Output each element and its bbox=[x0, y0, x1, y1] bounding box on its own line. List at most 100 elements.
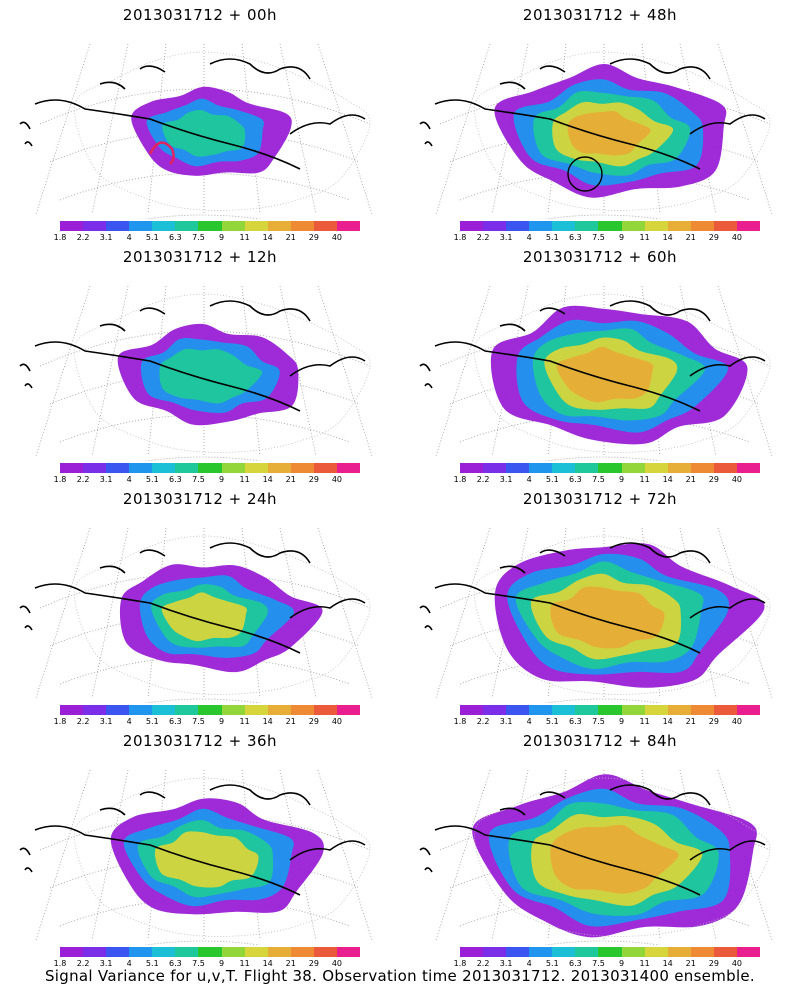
colorbar-segment bbox=[575, 947, 599, 957]
colorbar-segment bbox=[290, 221, 314, 231]
map-canvas bbox=[19, 43, 373, 219]
colorbar-segment bbox=[552, 947, 576, 957]
colorbar-segment bbox=[621, 947, 645, 957]
map-canvas bbox=[19, 285, 373, 461]
panel-title: 2013031712 + 00h bbox=[122, 6, 278, 24]
map-canvas bbox=[19, 769, 373, 945]
colorbar-segment bbox=[552, 463, 576, 473]
colorbar-tick-label: 14 bbox=[262, 475, 273, 484]
colorbar-tick-label: 9 bbox=[618, 717, 625, 726]
colorbar-segment bbox=[198, 463, 222, 473]
colorbar-segment bbox=[621, 463, 645, 473]
colorbar-segment bbox=[690, 221, 714, 231]
colorbar-tick-label: 4 bbox=[126, 959, 132, 968]
colorbar bbox=[460, 221, 761, 231]
colorbar-tick-label: 9 bbox=[218, 233, 225, 242]
map-canvas bbox=[419, 769, 773, 945]
colorbar-segment bbox=[198, 705, 222, 715]
colorbar bbox=[460, 947, 761, 957]
colorbar-segment bbox=[598, 947, 622, 957]
colorbar-tick-label: 11 bbox=[639, 959, 650, 968]
colorbar-segment bbox=[336, 463, 361, 473]
colorbar-tick-label: 7.5 bbox=[592, 233, 605, 242]
colorbar-segment bbox=[713, 947, 737, 957]
colorbar-tick-label: 5.1 bbox=[145, 233, 159, 242]
colorbar-tick-label: 5.1 bbox=[545, 717, 559, 726]
colorbar-segment bbox=[60, 705, 84, 715]
colorbar-segment bbox=[129, 947, 153, 957]
colorbar-segment bbox=[713, 221, 737, 231]
colorbar-tick-label: 5.1 bbox=[545, 233, 559, 242]
colorbar-segment bbox=[483, 705, 507, 715]
panel-title: 2013031712 + 36h bbox=[122, 732, 278, 750]
colorbar-segment bbox=[736, 463, 761, 473]
colorbar-segment bbox=[644, 705, 668, 715]
colorbar-tick-label: 6.3 bbox=[169, 717, 182, 726]
colorbar-tick-label: 14 bbox=[262, 233, 273, 242]
colorbar-segment bbox=[598, 463, 622, 473]
colorbar-tick-label: 4 bbox=[526, 959, 532, 968]
colorbar-segment bbox=[244, 221, 268, 231]
colorbar-segment bbox=[529, 947, 553, 957]
colorbar-tick-label: 9 bbox=[618, 475, 625, 484]
colorbar-tick-label: 40 bbox=[331, 717, 343, 726]
colorbar-tick-label: 11 bbox=[239, 959, 250, 968]
colorbar-tick-label: 7.5 bbox=[192, 475, 205, 484]
colorbar-segment bbox=[736, 947, 761, 957]
colorbar-segment bbox=[313, 947, 337, 957]
colorbar-segment bbox=[290, 463, 314, 473]
colorbar-tick-label: 6.3 bbox=[169, 959, 182, 968]
colorbar-segment bbox=[175, 947, 199, 957]
colorbar-segment bbox=[267, 947, 291, 957]
colorbar-segment bbox=[313, 221, 337, 231]
colorbar-tick-label: 21 bbox=[685, 717, 696, 726]
colorbar bbox=[60, 947, 361, 957]
colorbar-segment bbox=[290, 947, 314, 957]
colorbar-tick-label: 5.1 bbox=[145, 959, 159, 968]
colorbar-tick-label: 1.8 bbox=[53, 475, 67, 484]
colorbar-tick-label: 29 bbox=[708, 717, 719, 726]
colorbar-segment bbox=[690, 463, 714, 473]
colorbar-tick-label: 14 bbox=[662, 475, 673, 484]
colorbar-segment bbox=[460, 463, 484, 473]
colorbar-tick-label: 3.1 bbox=[99, 475, 113, 484]
colorbar-segment bbox=[644, 947, 668, 957]
colorbar-tick-label: 7.5 bbox=[192, 233, 205, 242]
colorbar-segment bbox=[598, 221, 622, 231]
colorbar-tick-label: 3.1 bbox=[499, 717, 513, 726]
colorbar-labels: 1.8 2.2 3.1 4 5.1 6.3 7.5 9 11 14 21 29 40 bbox=[454, 717, 760, 727]
circle-marker bbox=[567, 156, 603, 192]
colorbar-tick-label: 3.1 bbox=[99, 717, 113, 726]
colorbar-segment bbox=[506, 463, 530, 473]
map-canvas bbox=[419, 43, 773, 219]
colorbar-segment bbox=[175, 463, 199, 473]
colorbar-tick-label: 5.1 bbox=[145, 717, 159, 726]
colorbar-tick-label: 14 bbox=[662, 233, 673, 242]
map-panel: 2013031712 + 24h 1.8 2.2 3.1 4 5.1 6.3 7.5 9 11 1… bbox=[0, 484, 400, 729]
colorbar-segment bbox=[60, 947, 84, 957]
map-canvas bbox=[19, 527, 373, 703]
colorbar-labels: 1.8 2.2 3.1 4 5.1 6.3 7.5 9 11 14 21 29 40 bbox=[454, 233, 760, 243]
colorbar-segment bbox=[106, 221, 130, 231]
colorbar-segment bbox=[244, 947, 268, 957]
colorbar-tick-label: 4 bbox=[126, 475, 132, 484]
colorbar-tick-label: 1.8 bbox=[53, 717, 67, 726]
colorbar-labels: 1.8 2.2 3.1 4 5.1 6.3 7.5 9 11 14 21 29 40 bbox=[54, 959, 360, 969]
colorbar-tick-label: 4 bbox=[526, 233, 532, 242]
colorbar-tick-label: 1.8 bbox=[53, 233, 67, 242]
colorbar-segment bbox=[83, 705, 107, 715]
colorbar-segment bbox=[621, 221, 645, 231]
colorbar-tick-label: 6.3 bbox=[569, 475, 582, 484]
colorbar-segment bbox=[221, 705, 245, 715]
colorbar-segment bbox=[460, 947, 484, 957]
map-panel: 2013031712 + 72h 1.8 2.2 3.1 4 5.1 6.3 7.5 9 11 1… bbox=[400, 484, 800, 729]
colorbar-tick-label: 11 bbox=[639, 717, 650, 726]
colorbar-tick-label: 6.3 bbox=[169, 475, 182, 484]
colorbar-segment bbox=[529, 221, 553, 231]
colorbar-tick-label: 1.8 bbox=[53, 959, 67, 968]
figure-caption: Signal Variance for u,v,T. Flight 38. Ob… bbox=[44, 967, 756, 985]
colorbar-labels: 1.8 2.2 3.1 4 5.1 6.3 7.5 9 11 14 21 29 40 bbox=[54, 475, 360, 485]
colorbar-tick-label: 9 bbox=[218, 475, 225, 484]
colorbar-segment bbox=[575, 463, 599, 473]
colorbar-tick-label: 14 bbox=[262, 717, 273, 726]
